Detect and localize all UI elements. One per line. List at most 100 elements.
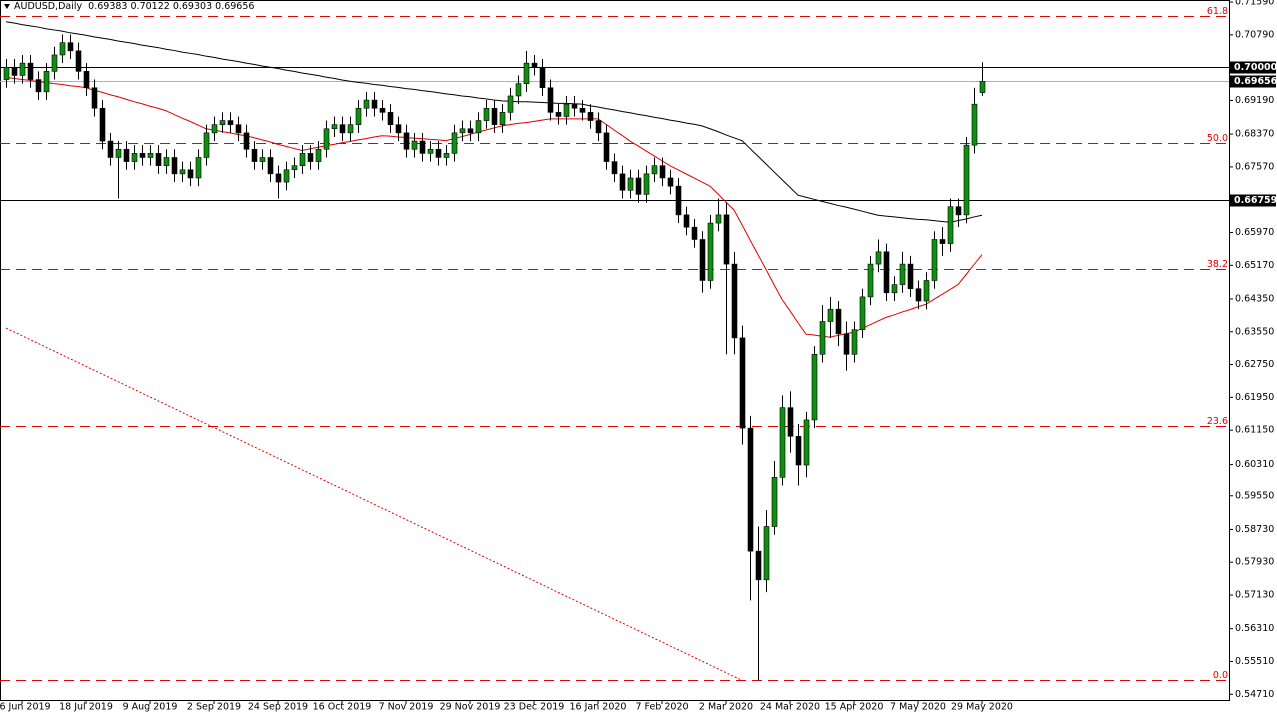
candle-body (763, 526, 770, 581)
y-tick-label: 0.62750 (1235, 359, 1274, 370)
candle-body (587, 112, 594, 121)
candle-body (923, 280, 930, 302)
candle-body (931, 239, 938, 281)
candle-body (555, 112, 562, 117)
candle-body (907, 263, 914, 289)
candle-body (83, 71, 90, 89)
candle-body (331, 124, 338, 130)
candle-body (531, 62, 538, 68)
candle-body (195, 157, 202, 179)
candle-body (795, 436, 802, 466)
candle-body (611, 161, 618, 175)
candle-body (243, 132, 250, 150)
candle-body (707, 222, 714, 281)
candle-body (3, 66, 10, 80)
fib-label: 61.8 (1207, 6, 1228, 17)
candle-body (27, 62, 34, 80)
candle-body (523, 62, 530, 84)
candle-body (475, 120, 482, 134)
candle-body (603, 132, 610, 162)
candle-body (563, 103, 570, 117)
candle-body (339, 124, 346, 134)
candle-body (875, 251, 882, 265)
chart-header: AUDUSD,Daily 0.69383 0.70122 0.69303 0.6… (4, 1, 254, 12)
candle-body (859, 296, 866, 331)
candle-body (651, 165, 658, 175)
candle-body (347, 124, 354, 134)
candle-body (419, 140, 426, 154)
candle-body (315, 148, 322, 162)
candle-body (483, 107, 490, 121)
candle-body (51, 54, 58, 72)
candle-body (819, 321, 826, 355)
price-tag-label: 0.70000 (1234, 62, 1277, 73)
candle-body (579, 107, 586, 113)
candle-body (491, 107, 498, 125)
x-tick-label: 15 Apr 2020 (825, 702, 884, 713)
candle-body (67, 42, 74, 52)
candle-body (35, 79, 42, 93)
bar-open: 0.69383 (88, 1, 128, 12)
candle-body (371, 99, 378, 109)
x-tick-label: 16 Oct 2019 (313, 702, 372, 713)
candle-body (115, 148, 122, 158)
x-tick-label: 24 Mar 2020 (760, 702, 820, 713)
candle-body (691, 226, 698, 240)
candle-body (291, 165, 298, 171)
candle-body (963, 144, 970, 216)
y-tick-label: 0.65970 (1235, 227, 1274, 238)
candle-body (971, 103, 978, 146)
candle-body (139, 153, 146, 158)
y-tick-label: 0.71590 (1235, 0, 1274, 8)
candle-body (979, 81, 986, 93)
y-tick-label: 0.68370 (1235, 129, 1274, 140)
candle-body (395, 124, 402, 134)
candle-body (283, 169, 290, 183)
plot-frame (0, 0, 1230, 701)
x-tick-label: 9 Aug 2019 (123, 702, 178, 713)
candle-body (171, 157, 178, 175)
candle-body (667, 177, 674, 187)
candle-body (187, 169, 194, 179)
candle-body (147, 153, 154, 158)
y-tick-label: 0.59550 (1235, 490, 1274, 501)
x-tick-label: 18 Jul 2019 (59, 702, 113, 713)
candle-body (595, 120, 602, 134)
candle-body (259, 157, 266, 162)
candle-body (299, 153, 306, 166)
candle-body (507, 95, 514, 113)
candle-body (379, 107, 386, 113)
candle-body (275, 173, 282, 183)
candle-body (915, 288, 922, 302)
candle-body (571, 103, 578, 109)
bar-low: 0.69303 (172, 1, 213, 12)
candle-body (683, 214, 690, 228)
y-tick-label: 0.55510 (1235, 656, 1274, 667)
candle-body (59, 42, 66, 56)
candle-body (355, 107, 362, 125)
candle-body (843, 333, 850, 355)
candle-body (851, 329, 858, 355)
chart-title: AUDUSD,Daily (14, 1, 83, 12)
candle-body (899, 263, 906, 285)
candle-body (891, 284, 898, 294)
x-tick-label: 24 Sep 2019 (248, 702, 308, 713)
candle-body (723, 214, 730, 265)
price-tag-label: 0.66759 (1234, 195, 1277, 206)
candle-body (467, 128, 474, 134)
x-tick-label: 7 Nov 2019 (379, 702, 434, 713)
x-tick-label: 2 Mar 2020 (699, 702, 753, 713)
candle-body (99, 107, 106, 142)
candle-body (91, 87, 98, 109)
x-tick-label: 26 Jun 2019 (0, 702, 51, 713)
candle-body (323, 128, 330, 150)
y-tick-label: 0.67570 (1235, 161, 1274, 172)
x-tick-label: 2 Sep 2019 (187, 702, 241, 713)
candle-body (251, 148, 258, 162)
candle-body (955, 206, 962, 216)
candle-body (539, 66, 546, 89)
candle-body (123, 148, 130, 162)
x-tick-label: 7 May 2020 (890, 702, 946, 713)
